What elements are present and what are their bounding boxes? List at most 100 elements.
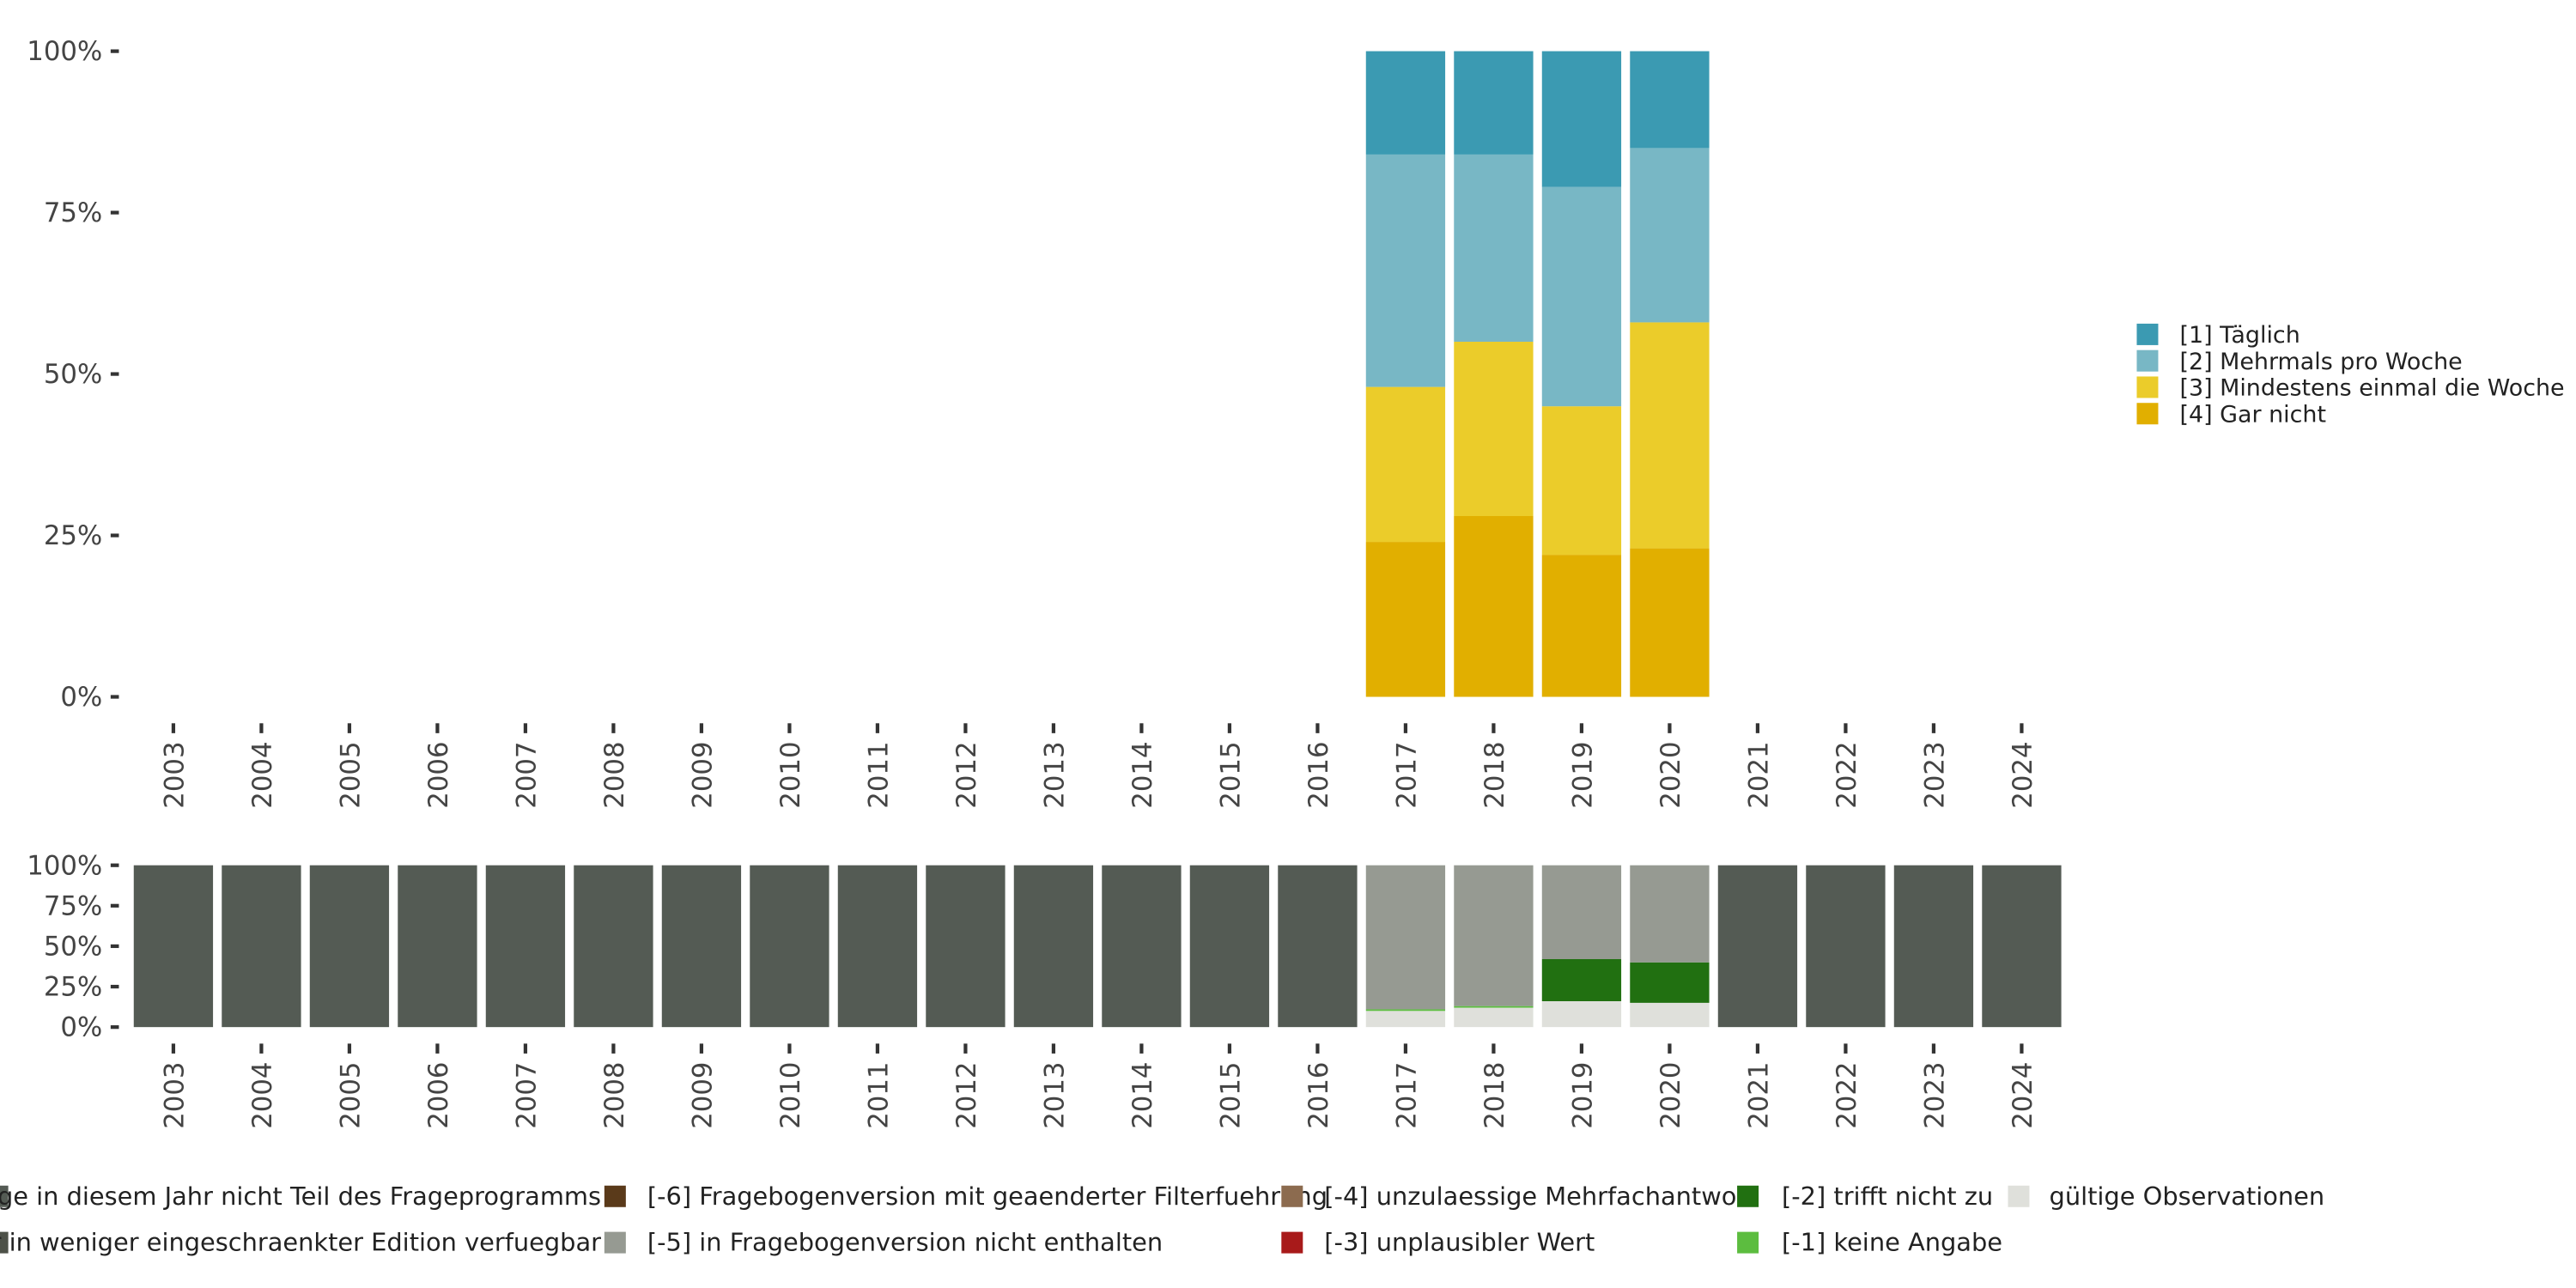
- bar-segment-2013-s8: [1013, 865, 1094, 1028]
- bar-segment-2017-s1: [1365, 1009, 1446, 1012]
- x-tick-label: 2019: [1567, 741, 1598, 808]
- y-tick-label: 75%: [44, 890, 102, 921]
- x-tick-label: 2017: [1391, 741, 1422, 808]
- x-tick-label: 2005: [335, 741, 366, 808]
- legend-label: [-2] trifft nicht zu: [1782, 1182, 1993, 1211]
- x-tick-label: 2010: [775, 1062, 806, 1129]
- x-tick-label: 2013: [1039, 1062, 1070, 1129]
- legend-key: [0, 1185, 9, 1207]
- x-tick-label: 2023: [1919, 741, 1950, 808]
- legend-label: [-3] unplausibler Wert: [1324, 1228, 1595, 1257]
- x-tick-label: 2007: [511, 1062, 542, 1129]
- x-tick-label: 2012: [951, 741, 982, 808]
- legend-label: gültige Observationen: [2050, 1182, 2325, 1211]
- legend-key: [1737, 1231, 1759, 1254]
- bar-segment-2017-s1: [1365, 386, 1446, 543]
- bar-segment-2019-s0: [1541, 555, 1622, 697]
- x-tick-label: 2004: [247, 1062, 278, 1129]
- bar-segment-2020-s2: [1630, 148, 1710, 323]
- x-tick-label: 2020: [1656, 1062, 1686, 1129]
- bar-segment-2020-s2: [1630, 962, 1710, 1003]
- bar-segment-2018-s0: [1454, 516, 1534, 697]
- x-tick-label: 2007: [511, 741, 542, 808]
- bar-segment-2019-s3: [1541, 51, 1622, 187]
- bar-segment-2012-s8: [926, 865, 1005, 1028]
- legend-label: [-1] keine Angabe: [1782, 1228, 2002, 1257]
- legend-key: [2136, 376, 2159, 398]
- bar-segment-2017-s0: [1365, 542, 1446, 697]
- y-tick-label: 25%: [44, 520, 102, 551]
- x-tick-label: 2008: [599, 1062, 630, 1129]
- bar-segment-2017-s3: [1365, 51, 1446, 155]
- x-tick-label: 2016: [1303, 1062, 1334, 1129]
- bar-segment-2017-s5: [1365, 865, 1446, 1010]
- legend-label: [1] Täglich: [2179, 322, 2300, 349]
- bar-segment-2020-s0: [1630, 1002, 1710, 1028]
- bar-segment-2018-s1: [1454, 1005, 1534, 1008]
- x-tick-label: 2006: [423, 741, 454, 808]
- x-tick-label: 2009: [687, 741, 718, 808]
- x-tick-label: 2022: [1832, 741, 1862, 808]
- y-tick-label: 100%: [27, 36, 102, 67]
- x-tick-label: 2022: [1832, 1062, 1862, 1129]
- legend-key: [2136, 349, 2159, 372]
- legend-label: [4] Gar nicht: [2179, 401, 2326, 428]
- y-tick-label: 50%: [44, 359, 102, 390]
- top-legend: [1] Täglich[2] Mehrmals pro Woche[3] Min…: [2136, 322, 2565, 428]
- y-tick-label: 0%: [60, 1012, 102, 1043]
- y-tick-label: 75%: [44, 197, 102, 228]
- x-tick-label: 2003: [159, 1062, 190, 1129]
- bar-segment-2008-s8: [574, 865, 653, 1028]
- bar-segment-2015-s8: [1189, 865, 1270, 1028]
- bar-segment-2018-s0: [1454, 1007, 1534, 1028]
- x-tick-label: 2020: [1656, 741, 1686, 808]
- bar-segment-2005-s8: [309, 865, 390, 1028]
- legend-label: [-5] in Fragebogenversion nicht enthalte…: [647, 1228, 1163, 1257]
- x-tick-label: 2018: [1479, 1062, 1510, 1129]
- y-tick-label: 0%: [60, 682, 102, 713]
- y-tick-label: 50%: [44, 932, 102, 963]
- bar-segment-2022-s8: [1806, 865, 1886, 1028]
- bar-segment-2024-s8: [1982, 865, 2062, 1028]
- bar-segment-2019-s2: [1541, 186, 1622, 407]
- y-tick-label: 25%: [44, 972, 102, 1003]
- x-tick-label: 2015: [1215, 1062, 1246, 1129]
- x-tick-label: 2012: [951, 1062, 982, 1129]
- bar-segment-2009-s8: [661, 865, 742, 1028]
- legend-label: [-6] Fragebogenversion mit geaenderter F…: [647, 1182, 1327, 1211]
- x-tick-label: 2011: [863, 1062, 894, 1129]
- x-tick-label: 2016: [1303, 741, 1334, 808]
- top-panel: 0% 25% 50% 75% 100% 2003 2004 2005 2006 2007 2008 2…: [27, 36, 2038, 809]
- legend-label: [3] Mindestens einmal die Woche: [2179, 375, 2564, 402]
- x-tick-label: 2004: [247, 741, 278, 808]
- legend-label: [2] Mehrmals pro Woche: [2179, 349, 2462, 375]
- bar-segment-2014-s8: [1102, 865, 1182, 1028]
- x-tick-label: 2009: [687, 1062, 718, 1129]
- bottom-legend: [-8] Frage in diesem Jahr nicht Teil des…: [0, 1182, 2324, 1257]
- bar-segment-2019-s2: [1541, 959, 1622, 1001]
- x-tick-label: 2021: [1743, 741, 1774, 808]
- bar-segment-2003-s8: [133, 865, 214, 1028]
- bar-segment-2019-s1: [1541, 406, 1622, 556]
- bar-segment-2018-s3: [1454, 51, 1534, 155]
- bar-segment-2010-s8: [750, 865, 829, 1028]
- bar-segment-2007-s8: [485, 865, 566, 1028]
- bar-segment-2019-s5: [1541, 865, 1622, 959]
- legend-key: [1281, 1231, 1303, 1254]
- x-tick-label: 2011: [863, 741, 894, 808]
- x-tick-label: 2019: [1567, 1062, 1598, 1129]
- bar-segment-2017-s2: [1365, 154, 1446, 387]
- legend-label: [-7] nur in weniger eingeschraenkter Edi…: [0, 1228, 601, 1257]
- bar-segment-2004-s8: [222, 865, 301, 1028]
- x-tick-label: 2017: [1391, 1062, 1422, 1129]
- x-tick-label: 2013: [1039, 741, 1070, 808]
- bottom-panel: 0% 25% 50% 75% 100% 2003 2004 2005 2006 2007 2008 2…: [27, 850, 2062, 1129]
- x-tick-label: 2024: [2008, 1062, 2038, 1129]
- legend-key: [604, 1185, 626, 1207]
- legend-label: [-8] Frage in diesem Jahr nicht Teil des…: [0, 1182, 601, 1211]
- x-tick-label: 2006: [423, 1062, 454, 1129]
- legend-key: [1281, 1185, 1303, 1207]
- legend-key: [604, 1231, 626, 1254]
